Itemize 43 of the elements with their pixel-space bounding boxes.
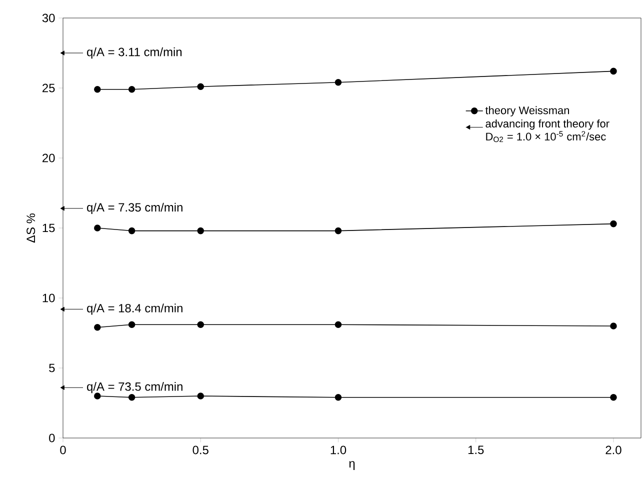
point [334, 79, 342, 86]
y-tick-label: 5 [49, 364, 55, 372]
point [197, 83, 204, 90]
point [197, 227, 204, 234]
point [610, 394, 617, 401]
point [334, 394, 342, 401]
legend-label: theory Weissman [485, 106, 569, 116]
y-tick-label: 25 [42, 84, 55, 92]
point [128, 394, 136, 401]
point [197, 321, 204, 328]
y-tick-label: 15 [42, 224, 55, 232]
y-axis-title: ΔS % [26, 213, 36, 243]
x-tick-label: 1.0 [330, 446, 346, 454]
x-tick-label: 2.0 [606, 446, 622, 454]
y-tick-label: 30 [42, 14, 55, 22]
point [94, 86, 101, 93]
point [610, 220, 617, 228]
point [94, 224, 101, 232]
point [334, 321, 342, 328]
x-axis-title: η [349, 461, 355, 470]
point [610, 68, 617, 75]
point [60, 306, 64, 312]
annotation: q/A = 7.35 cm/min [87, 202, 182, 214]
point [197, 392, 204, 400]
point [60, 50, 64, 56]
point [128, 86, 136, 93]
point [60, 206, 64, 211]
annotation: q/A = 3.11 cm/min [87, 47, 182, 59]
point [60, 385, 64, 390]
point [94, 324, 101, 331]
legend-label: advancing front theory for D$_{O2}$ = 1.0 × 10$^{-5}$ cm$^{2}$/sec [486, 120, 610, 142]
y-tick-label: 0 [49, 434, 55, 442]
annotation: q/A = 73.5 cm/min [87, 382, 182, 394]
y-tick-label: 10 [42, 294, 55, 302]
x-tick-label: 1.5 [468, 446, 484, 454]
annotation: q/A = 18.4 cm/min [87, 304, 182, 315]
x-tick-label: 0 [60, 446, 66, 454]
y-tick-label: 20 [42, 154, 55, 162]
point [610, 322, 617, 330]
point [128, 321, 136, 328]
point [334, 227, 342, 234]
point [128, 227, 136, 234]
x-tick-label: 0.5 [192, 446, 208, 454]
